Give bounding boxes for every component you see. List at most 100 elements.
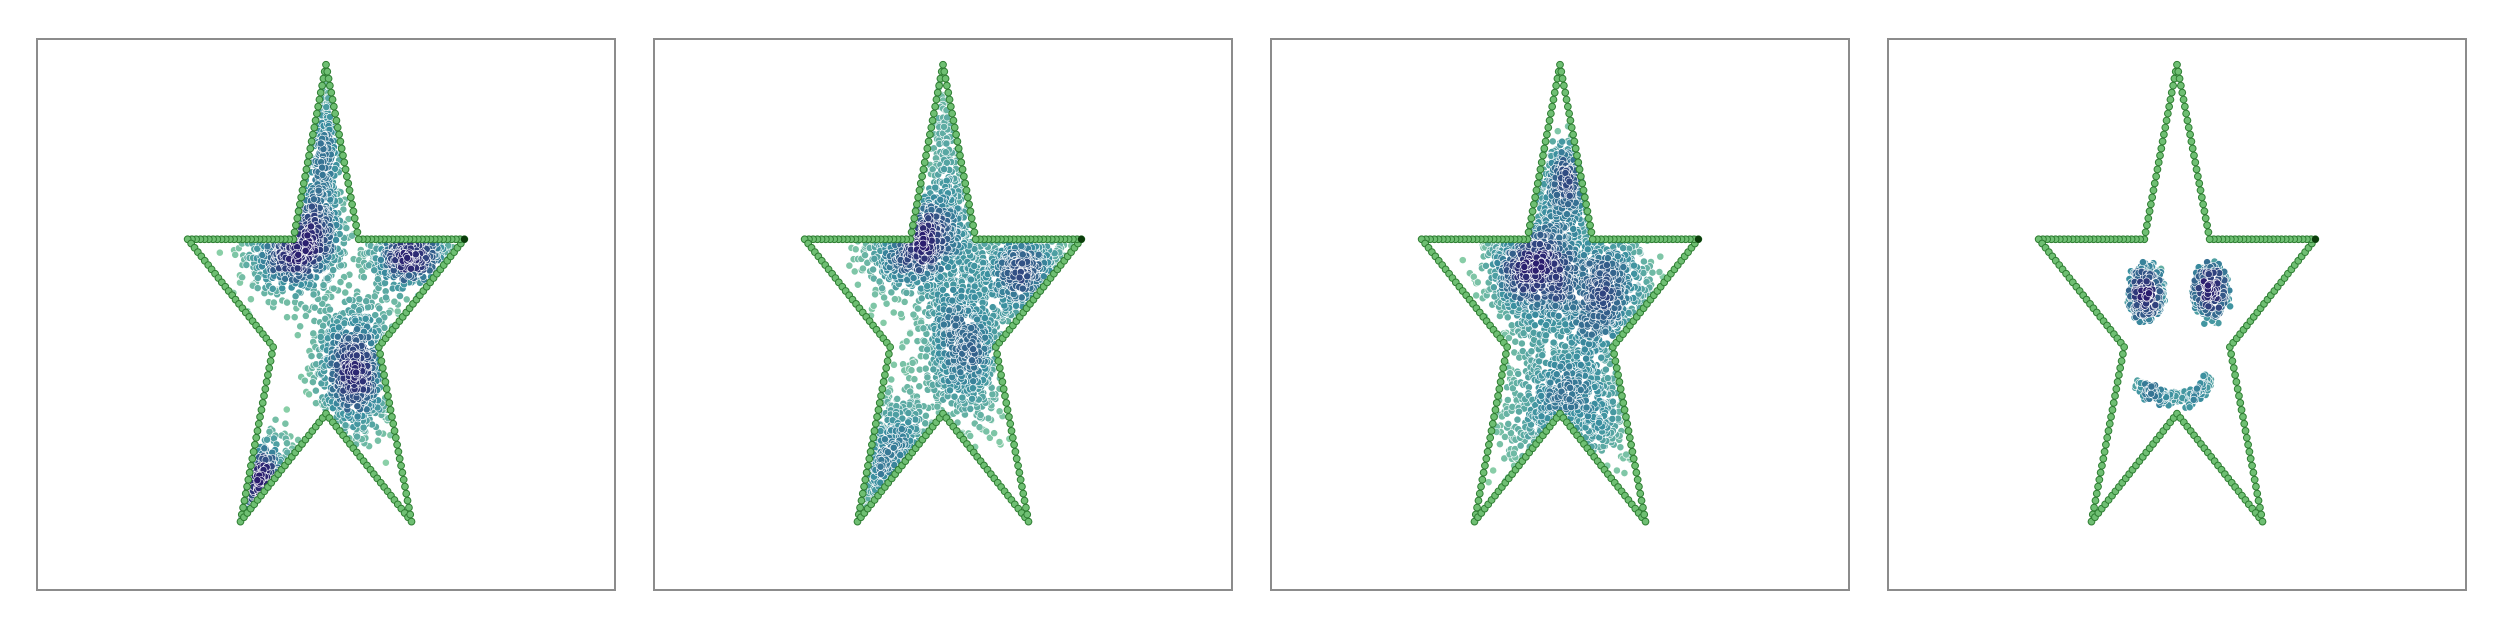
interior-point	[919, 324, 928, 333]
outline-point	[306, 144, 315, 153]
interior-point	[929, 365, 938, 374]
interior-point	[352, 368, 360, 377]
outline-point	[260, 392, 268, 400]
star-outline-points	[183, 60, 469, 526]
interior-point	[382, 458, 390, 467]
interior-point	[301, 303, 310, 312]
interior-point	[260, 444, 269, 453]
interior-point	[902, 337, 911, 346]
interior-point	[316, 333, 325, 341]
interior-point	[969, 377, 978, 386]
interior-point	[375, 316, 383, 325]
chart-panel-2	[653, 38, 1233, 591]
interior-point	[293, 264, 302, 273]
outline-point	[349, 207, 358, 216]
interior-point	[231, 250, 240, 259]
outline-point	[310, 123, 319, 132]
interior-point	[380, 323, 389, 332]
interior-point	[875, 277, 884, 286]
interior-point	[362, 297, 371, 306]
interior-point	[966, 432, 975, 440]
interior-point	[407, 264, 415, 273]
interior-point	[884, 448, 892, 457]
interior-point	[283, 313, 291, 322]
outline-point	[403, 496, 412, 505]
interior-point	[921, 364, 930, 373]
interior-point	[898, 343, 907, 352]
interior-point	[402, 295, 411, 304]
interior-point	[332, 236, 340, 244]
outline-point	[350, 214, 359, 223]
interior-point	[995, 407, 1004, 416]
interior-point	[942, 254, 950, 263]
outline-point	[241, 489, 250, 498]
outline-point	[290, 228, 299, 237]
interior-point	[361, 314, 370, 323]
interior-point	[290, 313, 299, 322]
interior-point	[323, 274, 332, 283]
interior-point	[263, 435, 271, 444]
interior-point	[941, 148, 950, 157]
interior-point	[923, 282, 932, 290]
outline-point	[303, 158, 312, 167]
outline-point	[332, 116, 341, 125]
interior-point	[902, 288, 911, 297]
outline-point	[391, 433, 400, 442]
interior-point	[396, 292, 404, 300]
outline-point	[293, 214, 302, 223]
interior-point	[326, 305, 334, 314]
outline-point	[328, 95, 337, 104]
interior-point	[291, 292, 300, 301]
interior-point	[946, 386, 954, 395]
interior-point	[893, 395, 902, 403]
interior-points	[845, 79, 1077, 516]
interior-point	[923, 373, 932, 382]
interior-point	[334, 323, 343, 332]
scatter-plot-1	[183, 60, 469, 526]
outline-point	[316, 88, 325, 97]
outline-point	[323, 67, 332, 76]
interior-point	[348, 231, 356, 240]
interior-point	[945, 306, 954, 315]
interior-point	[981, 333, 989, 342]
interior-point	[358, 377, 367, 386]
outline-point	[407, 517, 416, 526]
outline-point	[322, 60, 330, 69]
outline-point	[257, 406, 266, 414]
outline-point	[331, 109, 340, 118]
interior-point	[336, 278, 345, 286]
interior-point	[897, 425, 906, 433]
interior-point	[301, 312, 310, 320]
interior-point	[307, 352, 316, 360]
interior-point	[1017, 242, 1026, 250]
interior-point	[309, 329, 318, 338]
interior-point	[309, 290, 318, 299]
interior-point	[371, 311, 380, 319]
interior-point	[253, 476, 262, 485]
outline-point	[406, 510, 415, 519]
interior-point	[375, 304, 384, 313]
interior-point	[359, 273, 368, 282]
outline-point	[296, 200, 304, 209]
interior-point	[296, 322, 305, 331]
outline-point	[335, 130, 343, 139]
interior-point	[917, 294, 926, 303]
interior-point	[909, 310, 918, 319]
interior-point	[311, 386, 320, 395]
interior-point	[282, 405, 291, 414]
outline-point	[378, 364, 387, 372]
interior-point	[871, 290, 879, 299]
interior-point	[374, 275, 382, 284]
interior-point	[309, 378, 317, 386]
interior-point	[247, 295, 255, 304]
interior-point	[920, 337, 929, 346]
interior-point	[861, 251, 869, 260]
interior-point	[921, 419, 930, 428]
interior-point	[881, 435, 889, 444]
interior-point	[967, 324, 976, 332]
interior-point	[374, 436, 382, 445]
outline-point	[327, 88, 336, 97]
interior-point	[966, 405, 975, 413]
outline-point	[243, 482, 251, 491]
outline-point	[298, 186, 307, 195]
